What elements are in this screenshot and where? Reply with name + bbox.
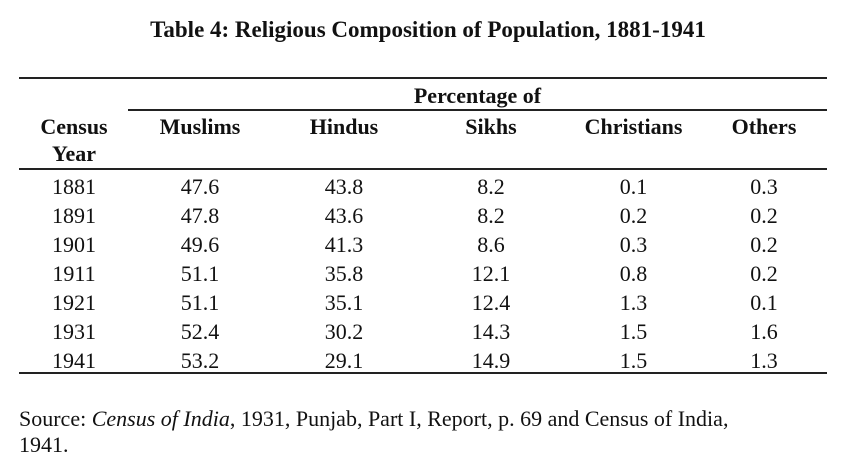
sikhs-cell: 8.2 xyxy=(477,174,505,199)
others-cell: 0.2 xyxy=(750,232,778,257)
table-bottom-rule xyxy=(19,372,827,374)
column-header-others: Others xyxy=(731,114,797,139)
muslims-cell: 47.8 xyxy=(180,203,220,228)
source-prefix: Source: xyxy=(19,406,92,431)
hindus-cell: 41.3 xyxy=(324,232,364,257)
sikhs-cell: 8.6 xyxy=(477,232,505,257)
source-note: Source: Census of India, 1931, Punjab, P… xyxy=(19,406,849,458)
christians-cell: 1.3 xyxy=(619,290,648,315)
year-cell: 1911 xyxy=(52,261,96,286)
percentage-group-header: Percentage of xyxy=(413,83,542,108)
muslims-cell: 51.1 xyxy=(180,261,220,286)
christians-cell: 1.5 xyxy=(619,319,648,344)
hindus-cell: 35.8 xyxy=(324,261,364,286)
sikhs-cell: 8.2 xyxy=(477,203,505,228)
christians-cell: 1.5 xyxy=(619,348,648,373)
hindus-cell: 43.6 xyxy=(324,203,364,228)
hindus-cell: 43.8 xyxy=(324,174,364,199)
sikhs-cell: 14.9 xyxy=(471,348,511,373)
column-header-christians: Christians xyxy=(584,114,683,139)
sikhs-cell: 12.4 xyxy=(471,290,511,315)
table-row: 1921 51.1 35.1 12.4 1.3 0.1 xyxy=(0,288,856,317)
table-row: 1901 49.6 41.3 8.6 0.3 0.2 xyxy=(0,230,856,259)
others-cell: 0.1 xyxy=(750,290,778,315)
year-cell: 1931 xyxy=(52,319,96,344)
table-row: 1891 47.8 43.6 8.2 0.2 0.2 xyxy=(0,201,856,230)
muslims-cell: 47.6 xyxy=(180,174,220,199)
others-cell: 0.3 xyxy=(750,174,778,199)
census-year-header-line2: Year xyxy=(52,141,96,166)
year-cell: 1891 xyxy=(52,203,96,228)
column-header-muslims: Muslims xyxy=(159,114,241,139)
muslims-cell: 49.6 xyxy=(180,232,220,257)
muslims-cell: 52.4 xyxy=(180,319,220,344)
percentage-group-rule xyxy=(128,109,827,111)
table-row: 1931 52.4 30.2 14.3 1.5 1.6 xyxy=(0,317,856,346)
source-line1-rest: , 1931, Punjab, Part I, Report, p. 69 an… xyxy=(229,406,729,431)
table-row: 1941 53.2 29.1 14.9 1.5 1.3 xyxy=(0,346,856,375)
column-header-hindus: Hindus xyxy=(309,114,379,139)
others-cell: 1.6 xyxy=(750,319,778,344)
muslims-cell: 51.1 xyxy=(180,290,220,315)
table-row: 1911 51.1 35.8 12.1 0.8 0.2 xyxy=(0,259,856,288)
column-header-sikhs: Sikhs xyxy=(465,114,517,139)
table-title: Table 4: Religious Composition of Popula… xyxy=(150,17,706,42)
source-line2: 1941. xyxy=(19,432,69,457)
christians-cell: 0.3 xyxy=(619,232,648,257)
table-body: 1881 47.6 43.8 8.2 0.1 0.3 1891 47.8 43.… xyxy=(0,172,856,375)
hindus-cell: 35.1 xyxy=(324,290,364,315)
year-cell: 1921 xyxy=(52,290,96,315)
sikhs-cell: 14.3 xyxy=(471,319,511,344)
christians-cell: 0.1 xyxy=(619,174,648,199)
census-year-header-line1: Census xyxy=(40,114,108,139)
sikhs-cell: 12.1 xyxy=(471,261,511,286)
others-cell: 0.2 xyxy=(750,203,778,228)
hindus-cell: 30.2 xyxy=(324,319,364,344)
hindus-cell: 29.1 xyxy=(324,348,364,373)
year-cell: 1941 xyxy=(52,348,96,373)
source-publication-title: Census of India xyxy=(91,406,230,431)
muslims-cell: 53.2 xyxy=(180,348,220,373)
table-top-rule xyxy=(19,77,827,79)
christians-cell: 0.8 xyxy=(619,261,648,286)
year-cell: 1881 xyxy=(52,174,96,199)
others-cell: 0.2 xyxy=(750,261,778,286)
year-cell: 1901 xyxy=(52,232,96,257)
header-bottom-rule xyxy=(19,168,827,170)
others-cell: 1.3 xyxy=(750,348,778,373)
christians-cell: 0.2 xyxy=(619,203,648,228)
table-row: 1881 47.6 43.8 8.2 0.1 0.3 xyxy=(0,172,856,201)
